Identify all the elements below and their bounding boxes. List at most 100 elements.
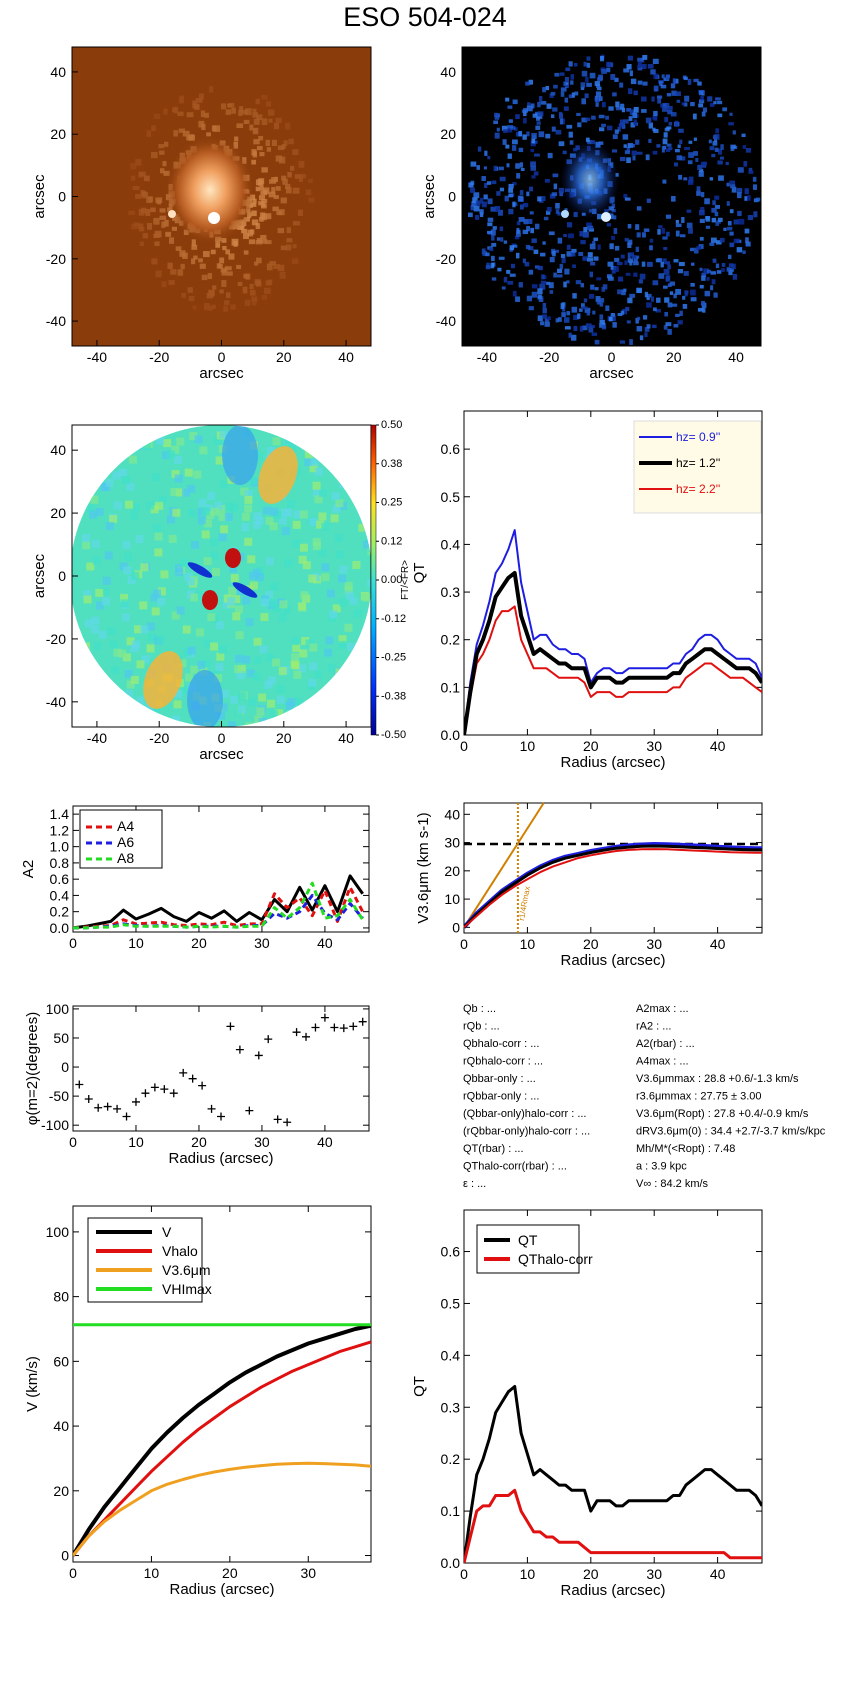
residual-pixel	[589, 243, 596, 250]
residual-pixel	[716, 240, 722, 245]
residual-pixel	[515, 296, 521, 302]
am-series-a4	[73, 885, 365, 930]
residual-pixel	[677, 269, 684, 274]
optical-pixel	[251, 159, 257, 165]
info-left-line: ε : ...	[463, 1178, 486, 1190]
force-map-cell	[120, 599, 129, 608]
residual-pixel	[495, 205, 501, 212]
force-map-cell	[292, 643, 301, 652]
force-map-cell	[258, 717, 267, 726]
force-map-cell	[198, 498, 207, 507]
residual-pixel	[551, 126, 556, 132]
optical-knot	[168, 210, 176, 218]
phase-xtick-label: 10	[128, 1134, 144, 1150]
residual-pixel	[555, 129, 562, 135]
optical-pixel	[286, 227, 291, 234]
force-map-cell	[328, 448, 337, 457]
force-map-lobe	[143, 651, 183, 709]
residual-pixel	[748, 167, 753, 172]
residual-pixel	[467, 212, 473, 218]
optical-pixel	[239, 106, 244, 112]
residual-pixel	[618, 123, 625, 128]
optical-pixel	[255, 98, 260, 105]
optical-pixel	[150, 151, 158, 159]
residual-pixel	[697, 164, 702, 170]
residual-pixel	[560, 91, 565, 97]
force-map-cell	[315, 467, 324, 476]
residual-pixel	[563, 281, 567, 288]
optical-pixel	[253, 139, 260, 145]
residual-pixel	[598, 114, 605, 119]
info-left-line: Qbhalo-corr : ...	[463, 1038, 539, 1050]
am-ytick-label: 1.4	[50, 806, 70, 822]
optical-pixel	[260, 201, 266, 208]
residual-pixel	[506, 163, 510, 168]
residual-pixel	[619, 156, 626, 162]
residual-pixel	[555, 209, 560, 214]
residual-pixel	[660, 103, 664, 108]
force-map-cell	[349, 662, 358, 671]
residual-pixel	[499, 176, 506, 182]
optical-ylabel: arcsec	[31, 174, 48, 219]
residual-pixel	[639, 335, 644, 341]
residual-pixel	[492, 226, 497, 230]
residual-pixel	[566, 280, 570, 284]
residual-pixel	[542, 307, 547, 314]
info-left-line: rQbhalo-corr : ...	[463, 1056, 543, 1068]
optical-pixel	[159, 168, 165, 174]
force-map-cell	[272, 437, 281, 446]
phase-ylabel: φ(m=2)(degrees)	[24, 1012, 41, 1126]
residual-pixel	[665, 214, 672, 219]
residual-pixel	[705, 216, 711, 222]
residual-pixel	[698, 209, 705, 216]
force-map-cell	[325, 438, 334, 447]
residual-pixel	[544, 178, 550, 183]
residual-pixel	[571, 92, 575, 98]
residual-pixel	[610, 73, 616, 80]
residual-pixel	[566, 244, 571, 250]
residual-pixel	[523, 108, 529, 113]
residual-pixel	[683, 76, 688, 81]
residual-pixel	[661, 146, 665, 153]
residual-pixel	[568, 131, 573, 138]
force-map-cell	[90, 673, 99, 682]
optical-pixel	[252, 127, 259, 135]
force-ytick-label: 20	[50, 505, 66, 521]
residual-pixel	[676, 99, 681, 103]
residual-pixel	[675, 91, 681, 97]
residual-pixel	[534, 265, 540, 269]
force-map-cell	[204, 519, 213, 528]
residual-pixel	[576, 112, 581, 117]
residual-pixel	[553, 183, 558, 190]
am-xtick-label: 30	[254, 935, 270, 951]
optical-pixel	[227, 271, 233, 276]
residual-pixel	[471, 201, 478, 207]
residual-pixel	[637, 66, 643, 71]
optical-pixel	[238, 109, 243, 116]
residual-pixel	[537, 294, 542, 299]
force-map-cell	[336, 550, 345, 559]
force-map-cell	[352, 561, 361, 570]
residual-pixel	[508, 194, 513, 198]
optical-pixel	[286, 244, 292, 251]
residual-pixel	[579, 308, 583, 312]
residual-pixel	[567, 233, 574, 239]
force-map-cell	[259, 645, 268, 654]
qt_hz-ytick-label: 0.4	[441, 536, 461, 552]
residual-pixel	[611, 208, 616, 213]
optical-pixel	[177, 111, 184, 117]
residual-pixel	[664, 127, 670, 132]
optical-pixel	[243, 232, 249, 240]
residual-pixel	[648, 122, 654, 129]
force-map-cell	[124, 690, 133, 699]
residual-pixel	[533, 171, 539, 176]
residual-pixel	[678, 174, 683, 180]
force-map-cell	[194, 435, 203, 444]
optical-pixel	[192, 100, 197, 106]
residual-pixel	[594, 97, 598, 102]
residual-pixel	[745, 147, 752, 153]
optical-ytick-label: -20	[46, 251, 66, 267]
qt-hz-legend-label: hz= 0.9''	[676, 430, 720, 444]
force-map-cell	[187, 509, 196, 518]
optical-ytick-label: -40	[46, 313, 66, 329]
